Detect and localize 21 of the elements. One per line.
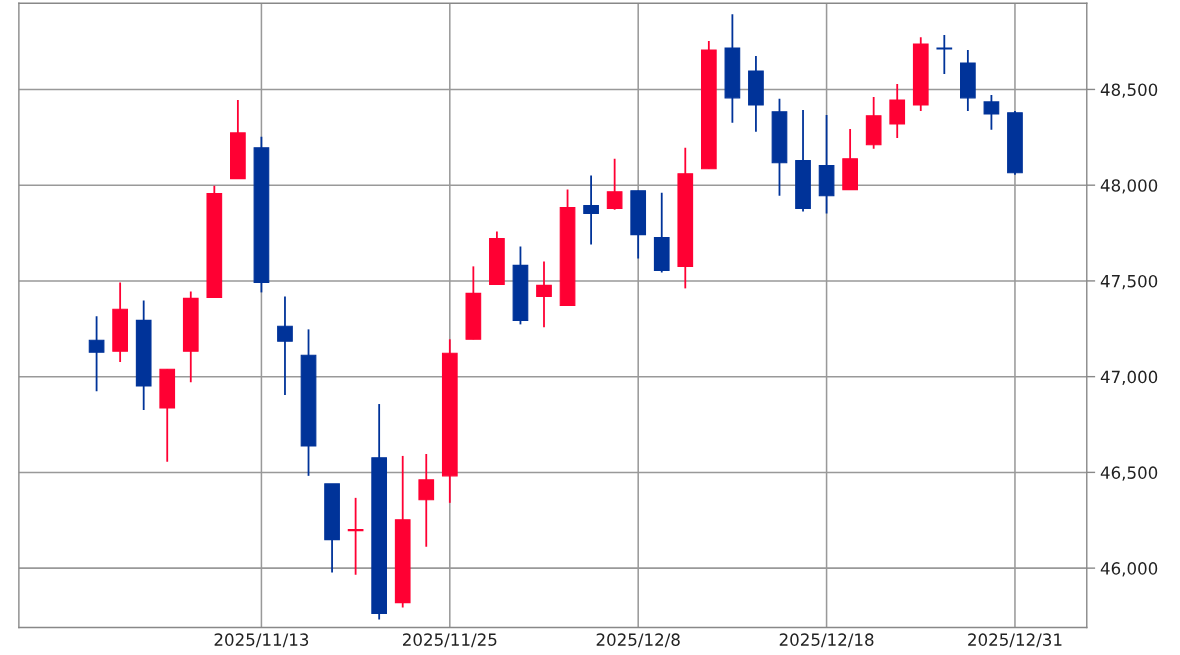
candlestick xyxy=(418,453,435,548)
x-tick-label: 2025/12/31 xyxy=(968,633,1062,648)
candlestick xyxy=(606,157,623,211)
candlestick xyxy=(983,94,1000,131)
y-tick-label: 46,000 xyxy=(1100,562,1158,577)
candlestick xyxy=(347,496,364,576)
x-tick-label: 2025/12/18 xyxy=(779,633,874,648)
candlestick xyxy=(277,295,293,396)
y-tick-label: 47,500 xyxy=(1100,274,1158,290)
candlestick xyxy=(889,82,906,139)
candlestick xyxy=(536,260,552,329)
y-tick-label: 46,500 xyxy=(1100,466,1158,481)
candlestick xyxy=(583,174,599,246)
candlestick xyxy=(936,34,953,75)
y-tick-label: 48,500 xyxy=(1100,83,1158,98)
y-tick-label: 48,000 xyxy=(1100,179,1158,194)
x-tick-label: 2025/12/8 xyxy=(596,633,680,648)
x-tick-label: 2025/11/13 xyxy=(214,633,309,648)
candlestick xyxy=(88,315,105,393)
y-tick-label: 47,000 xyxy=(1100,370,1158,385)
x-tick-label: 2025/11/25 xyxy=(403,633,497,648)
